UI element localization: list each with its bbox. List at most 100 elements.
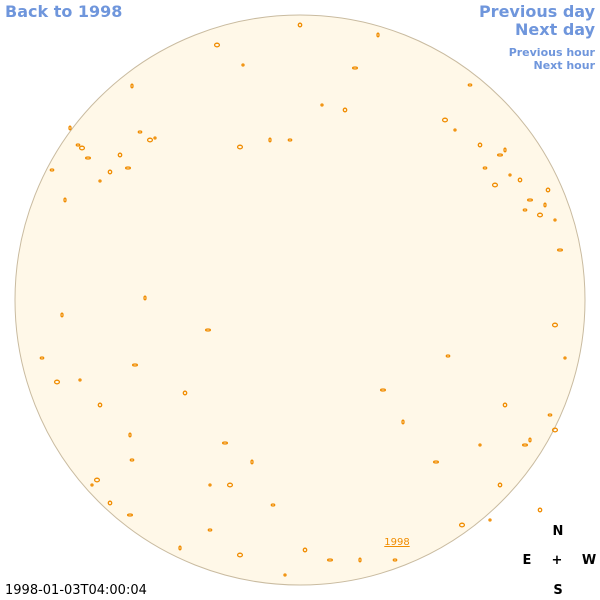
active-region bbox=[432, 460, 440, 464]
active-region bbox=[453, 128, 457, 132]
active-region bbox=[124, 166, 132, 170]
active-region bbox=[445, 354, 451, 358]
active-region bbox=[226, 482, 234, 488]
active-region bbox=[153, 136, 157, 140]
active-region bbox=[107, 500, 113, 506]
active-region bbox=[98, 179, 102, 183]
active-region bbox=[553, 218, 557, 222]
active-region bbox=[536, 212, 544, 218]
active-region bbox=[302, 547, 308, 553]
active-region bbox=[137, 130, 143, 134]
solar-disk bbox=[14, 14, 586, 586]
active-region bbox=[250, 459, 254, 465]
active-region bbox=[49, 168, 55, 172]
next-hour-link[interactable]: Next hour bbox=[534, 59, 596, 72]
active-region bbox=[502, 402, 508, 408]
active-region bbox=[482, 166, 488, 170]
active-region bbox=[326, 558, 334, 562]
compass-north: N bbox=[553, 524, 564, 539]
active-region bbox=[204, 328, 212, 332]
active-region bbox=[379, 388, 387, 392]
active-region bbox=[297, 22, 303, 28]
active-region bbox=[477, 142, 483, 148]
active-region bbox=[517, 177, 523, 183]
active-region bbox=[131, 363, 139, 367]
active-region bbox=[63, 197, 67, 203]
active-region bbox=[68, 125, 72, 131]
active-region bbox=[401, 419, 405, 425]
active-region bbox=[467, 83, 473, 87]
active-region bbox=[551, 322, 559, 328]
previous-hour-link[interactable]: Previous hour bbox=[509, 46, 596, 59]
active-region bbox=[556, 248, 564, 252]
active-region bbox=[90, 483, 94, 487]
active-region bbox=[268, 137, 272, 143]
active-region bbox=[60, 312, 64, 318]
compass-south: S bbox=[553, 583, 562, 598]
active-region bbox=[358, 557, 362, 563]
active-region bbox=[236, 552, 244, 558]
active-region bbox=[287, 138, 293, 142]
active-region bbox=[508, 173, 512, 177]
active-region bbox=[545, 187, 551, 193]
active-region bbox=[528, 437, 532, 443]
active-region bbox=[128, 432, 132, 438]
active-region bbox=[503, 147, 507, 153]
active-region bbox=[213, 42, 221, 48]
active-region bbox=[182, 390, 188, 396]
active-region bbox=[563, 356, 567, 360]
active-region bbox=[84, 156, 92, 160]
active-region bbox=[497, 482, 503, 488]
active-region bbox=[143, 295, 147, 301]
active-region bbox=[351, 66, 359, 70]
compass-west: W bbox=[582, 553, 596, 568]
active-region bbox=[547, 413, 553, 417]
active-region bbox=[491, 182, 499, 188]
active-region bbox=[53, 379, 61, 385]
active-region bbox=[178, 545, 182, 551]
active-region bbox=[130, 83, 134, 89]
active-region bbox=[97, 402, 103, 408]
active-region bbox=[342, 107, 348, 113]
active-region bbox=[522, 208, 528, 212]
active-region bbox=[78, 145, 86, 151]
active-region bbox=[320, 103, 324, 107]
active-region bbox=[107, 169, 113, 175]
active-region bbox=[78, 378, 82, 382]
active-region bbox=[270, 503, 276, 507]
active-region bbox=[543, 202, 547, 208]
active-region bbox=[526, 198, 534, 202]
active-region bbox=[478, 443, 482, 447]
active-region bbox=[496, 153, 504, 157]
back-link[interactable]: Back to 1998 bbox=[5, 2, 122, 21]
active-region bbox=[441, 117, 449, 123]
active-region bbox=[488, 518, 492, 522]
active-region bbox=[129, 458, 135, 462]
active-region bbox=[236, 144, 244, 150]
disk-year-link[interactable]: 1998 bbox=[384, 537, 409, 548]
active-region bbox=[221, 441, 229, 445]
active-region bbox=[551, 427, 559, 433]
active-region bbox=[39, 356, 45, 360]
active-region bbox=[117, 152, 123, 158]
next-day-link[interactable]: Next day bbox=[515, 20, 596, 39]
previous-day-link[interactable]: Previous day bbox=[479, 2, 596, 21]
active-region bbox=[283, 573, 287, 577]
active-region bbox=[75, 143, 81, 147]
active-region bbox=[146, 137, 154, 143]
timestamp: 1998-01-03T04:00:04 bbox=[5, 583, 147, 598]
active-region bbox=[537, 507, 543, 513]
active-region bbox=[207, 528, 213, 532]
active-region bbox=[392, 558, 398, 562]
active-region bbox=[521, 443, 529, 447]
active-region bbox=[93, 477, 101, 483]
active-region bbox=[241, 63, 245, 67]
active-region bbox=[208, 483, 212, 487]
active-region bbox=[376, 32, 380, 38]
compass-east: E bbox=[523, 553, 532, 568]
active-region bbox=[126, 513, 134, 517]
active-regions bbox=[39, 22, 567, 577]
compass-center: + bbox=[552, 553, 563, 568]
active-region bbox=[458, 522, 466, 528]
